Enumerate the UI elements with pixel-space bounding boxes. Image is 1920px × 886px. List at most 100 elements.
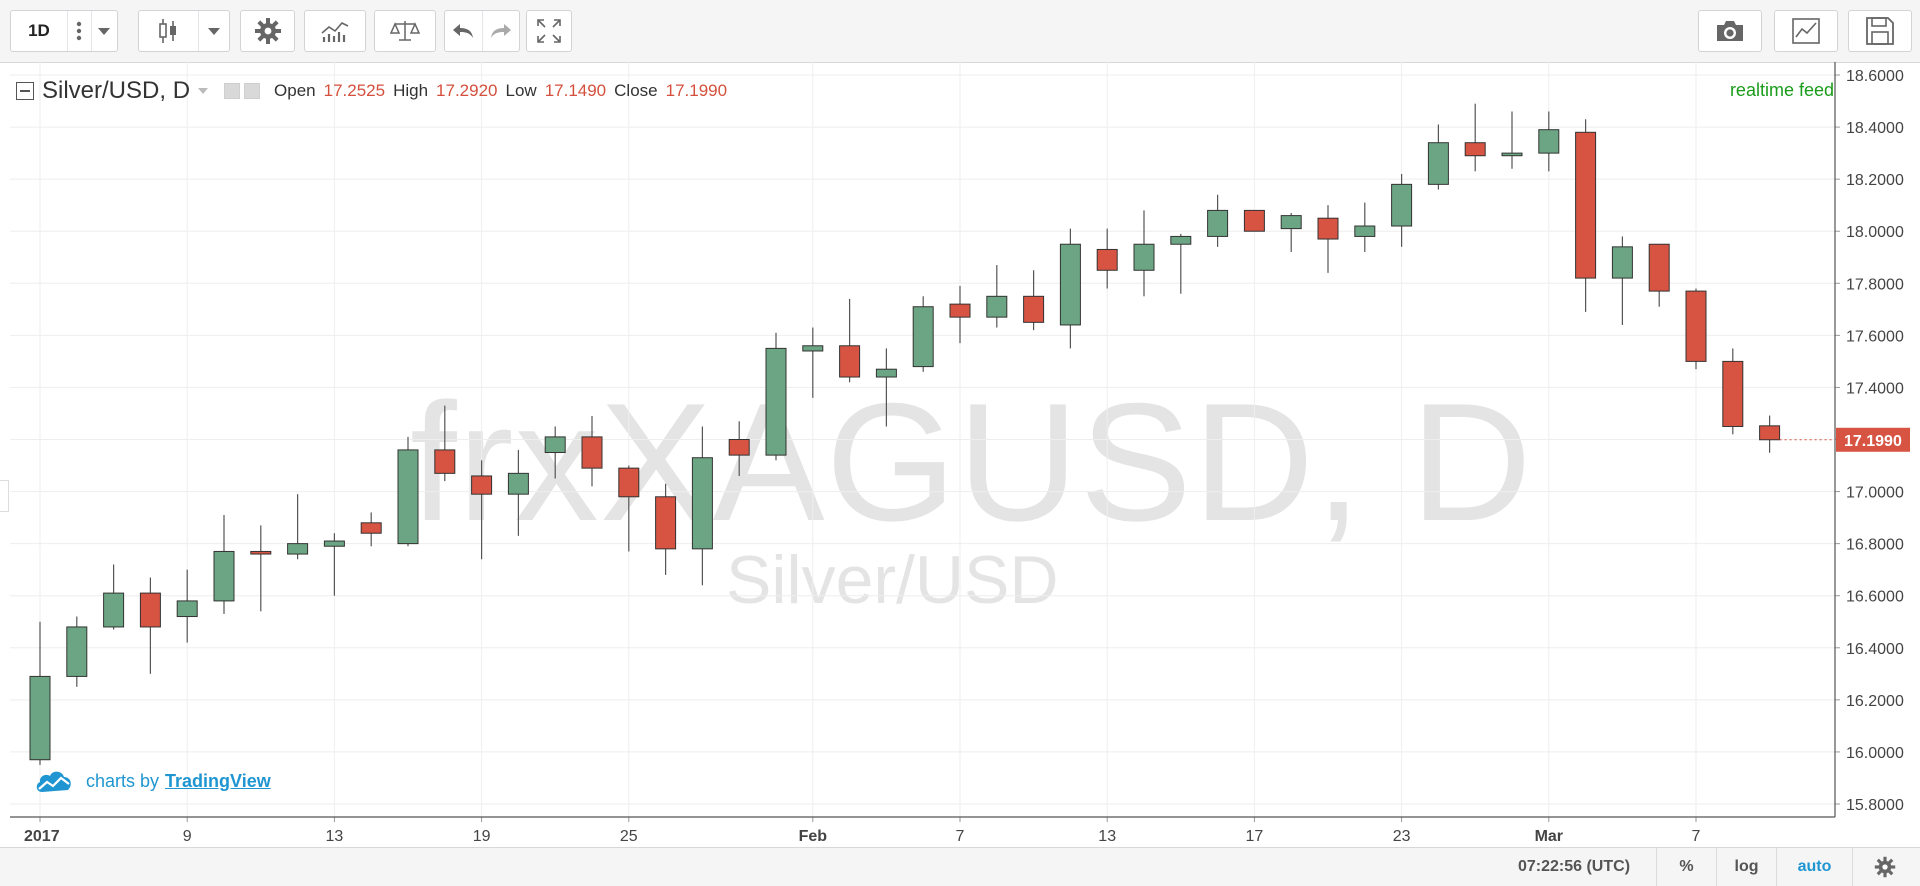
candle-body-down: [839, 345, 861, 378]
candle: [287, 494, 309, 560]
candle: [434, 405, 456, 482]
description-watermark: Silver/USD: [726, 542, 1059, 618]
candle: [1538, 111, 1560, 172]
high-label: High: [393, 81, 429, 100]
close-label: Close: [614, 81, 658, 100]
redo-icon[interactable]: [481, 11, 519, 51]
tradingview-link[interactable]: TradingView: [165, 770, 271, 791]
candle: [139, 577, 161, 674]
x-tick-label: 2017: [24, 828, 60, 845]
candle: [1207, 194, 1229, 247]
candle-body-down: [471, 475, 493, 495]
candle: [691, 426, 713, 586]
candle: [360, 512, 382, 547]
candle-body-up: [1391, 183, 1413, 227]
indicators-button[interactable]: [304, 10, 366, 52]
candle-body-up: [29, 675, 51, 761]
snapshot-button[interactable]: [1698, 10, 1762, 52]
fullscreen-icon: [527, 11, 571, 51]
low-value: 17.1490: [544, 81, 607, 100]
last-price-label: 17.1990: [1844, 433, 1902, 450]
price-chart[interactable]: 15.8000 16.0000 16.2000 16.4000 16.6000 16.80…: [0, 62, 1920, 847]
x-tick-label: 7: [956, 828, 965, 845]
candle-body-up: [176, 600, 198, 618]
close-value: 17.1990: [665, 81, 728, 100]
chevron-down-icon[interactable]: [90, 11, 117, 51]
candle-body-down: [1575, 131, 1597, 279]
candle: [728, 421, 750, 476]
candle-body-up: [1059, 243, 1081, 326]
credit-prefix: charts by: [86, 770, 160, 791]
candle-body-down: [618, 467, 640, 498]
y-tick-label: 16.4000: [1846, 641, 1904, 658]
candle: [507, 449, 529, 536]
y-tick-label: 16.8000: [1846, 537, 1904, 554]
candle-body-up: [1170, 235, 1192, 245]
candle: [1759, 415, 1781, 453]
candle-body-down: [139, 592, 161, 628]
side-panel-handle[interactable]: [0, 480, 9, 512]
x-tick-label: 17: [1246, 828, 1264, 845]
candle: [1354, 202, 1376, 253]
candle: [1023, 270, 1045, 331]
candle-body-down: [1464, 142, 1486, 157]
candle: [1575, 119, 1597, 312]
fullscreen-button[interactable]: [526, 10, 572, 52]
candle-body-up: [1354, 225, 1376, 237]
symbol-menu-icon[interactable]: [198, 88, 209, 94]
tradingview-cloud-icon: [34, 768, 74, 794]
format-icon[interactable]: [244, 83, 261, 99]
candle-body-down: [1023, 295, 1045, 323]
candle-body-up: [1501, 152, 1523, 157]
save-button[interactable]: [1848, 10, 1912, 52]
candle-body-down: [250, 550, 272, 555]
candle-body-down: [728, 439, 750, 456]
candle-body-down: [1759, 425, 1781, 441]
y-tick-label: 16.2000: [1846, 693, 1904, 710]
chevron-down-icon[interactable]: [197, 11, 229, 51]
symbol-title[interactable]: Silver/USD, D: [42, 77, 191, 104]
tradingview-credit[interactable]: charts by TradingView: [34, 768, 271, 794]
x-tick-label: Mar: [1535, 828, 1563, 845]
settings-button[interactable]: [240, 10, 295, 52]
more-vertical-icon[interactable]: [66, 11, 91, 51]
candle: [397, 436, 419, 547]
undo-icon[interactable]: [445, 11, 482, 51]
candle: [1059, 228, 1081, 349]
y-tick-label: 15.8000: [1846, 797, 1904, 814]
bottom-status-bar: 07:22:56 (UTC) % log auto: [0, 847, 1920, 886]
indicators-icon: [305, 11, 365, 51]
candle: [655, 483, 677, 575]
candle-body-up: [103, 592, 125, 628]
collapse-icon[interactable]: [16, 82, 34, 100]
candlestick-icon[interactable]: [139, 11, 198, 51]
y-tick-label: 18.6000: [1846, 68, 1904, 85]
candle-body-up: [1538, 129, 1560, 154]
candle: [1611, 236, 1633, 325]
candle-body-up: [1280, 215, 1302, 230]
visibility-icon[interactable]: [224, 83, 241, 99]
chart-area[interactable]: frxXAGUSD, D Silver/USD 15.8000 16.0000 16…: [0, 62, 1920, 847]
candle-body-up: [66, 626, 88, 677]
compare-scale-icon: [375, 11, 435, 51]
x-tick-label: Feb: [799, 828, 828, 845]
candle-body-up: [397, 449, 419, 545]
gear-icon[interactable]: [1852, 848, 1916, 886]
candle: [29, 621, 51, 765]
y-tick-label: 17.4000: [1846, 380, 1904, 397]
compare-button[interactable]: [374, 10, 436, 52]
log-toggle[interactable]: log: [1716, 848, 1776, 886]
server-time: 07:22:56 (UTC): [1517, 858, 1631, 875]
low-label: Low: [505, 81, 537, 100]
interval-button[interactable]: 1D: [11, 11, 67, 51]
top-toolbar: 1D: [0, 0, 1920, 63]
candle: [213, 515, 235, 614]
candle-body-down: [1317, 217, 1339, 240]
candle-body-down: [434, 449, 456, 474]
candle: [618, 465, 640, 552]
chart-template-button[interactable]: [1774, 10, 1838, 52]
x-tick-label: 7: [1692, 828, 1701, 845]
percent-toggle[interactable]: %: [1656, 848, 1716, 886]
candle-body-down: [1648, 243, 1670, 292]
auto-toggle[interactable]: auto: [1776, 848, 1852, 886]
